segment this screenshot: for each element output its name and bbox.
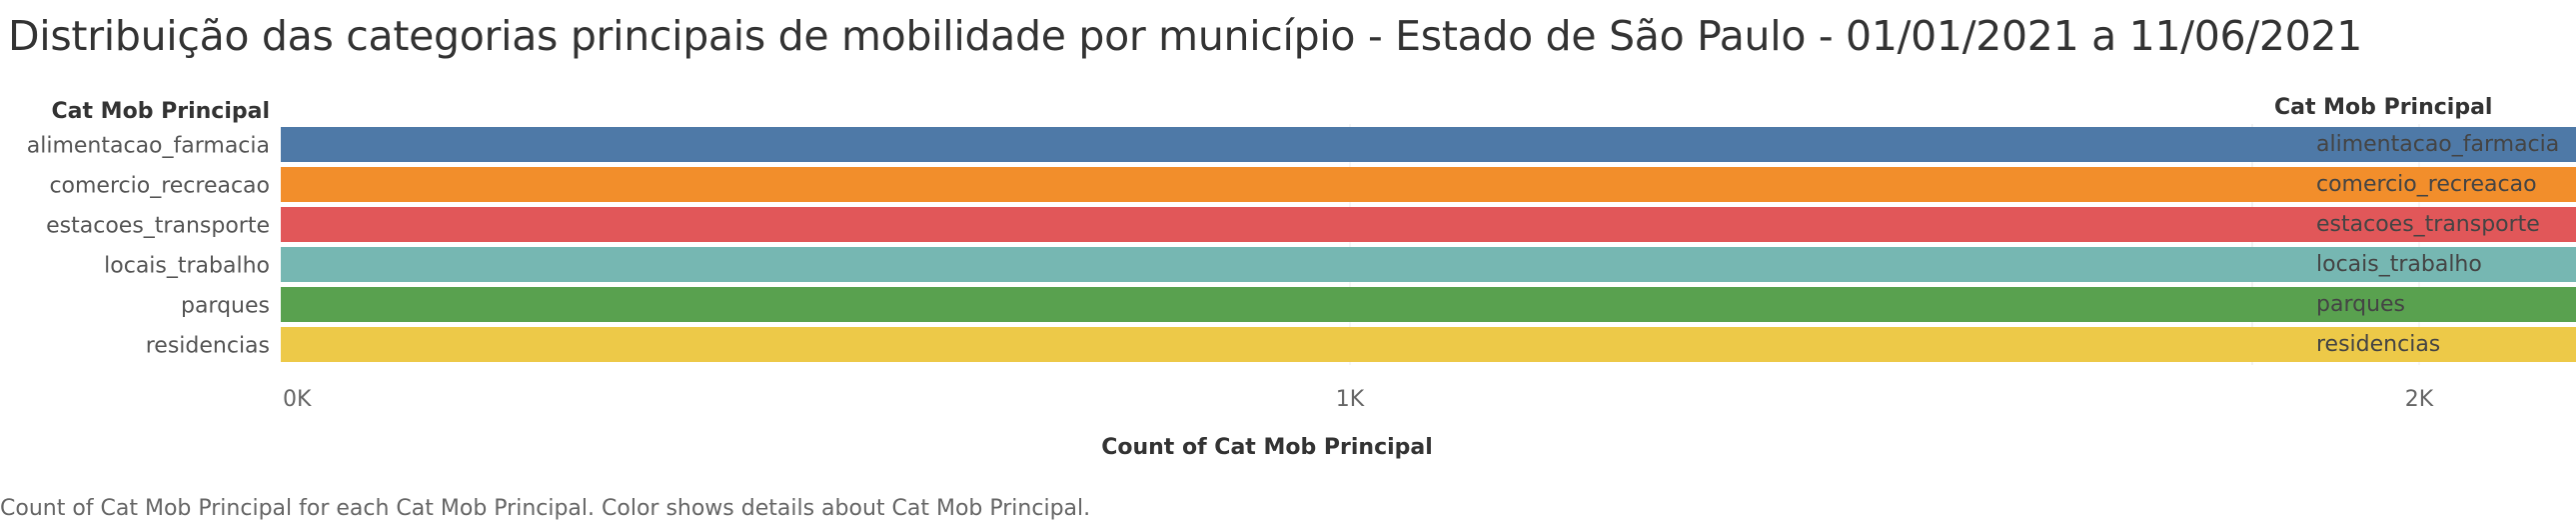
legend-label[interactable]: estacoes_transporte <box>2316 212 2540 237</box>
legend-swatch[interactable] <box>2278 250 2305 277</box>
bars <box>281 127 2576 362</box>
category-label: comercio_recreacao <box>49 174 270 199</box>
legend-label[interactable]: residencias <box>2316 332 2440 357</box>
category-label: alimentacao_farmacia <box>27 134 270 159</box>
category-label: residencias <box>146 334 270 359</box>
category-label: parques <box>181 294 270 319</box>
gridlines <box>1349 124 2420 365</box>
legend-label[interactable]: parques <box>2316 292 2405 317</box>
legend-label[interactable]: alimentacao_farmacia <box>2316 132 2559 157</box>
legend-title: Cat Mob Principal <box>2274 95 2492 120</box>
bar-estacoes_transporte[interactable] <box>281 207 2576 242</box>
legend-items: alimentacao_farmacia comercio_recreacaoes… <box>2278 130 2559 357</box>
x-axis-label: Count of Cat Mob Principal <box>1101 435 1433 460</box>
x-tick-labels: 0K1K2K3K4K5K6K7K8K9K10K11K12K13K14K15K16… <box>283 387 2434 412</box>
legend-swatch[interactable] <box>2278 290 2305 317</box>
legend-swatch[interactable] <box>2278 130 2305 157</box>
bar-chart: alimentacao_farmacia comercio_recreacaoes… <box>27 95 2576 460</box>
bar-locais_trabalho[interactable] <box>281 247 2576 282</box>
x-tick-label: 0K <box>283 387 312 412</box>
legend-swatch[interactable] <box>2278 170 2305 197</box>
chart-title: Distribuição das categorias principais d… <box>8 12 2362 60</box>
bar-comercio_recreacao[interactable] <box>281 167 2576 202</box>
x-tick-label: 1K <box>1336 387 1365 412</box>
legend-swatch[interactable] <box>2278 210 2305 237</box>
legend-label[interactable]: comercio_recreacao <box>2316 172 2537 197</box>
legend-swatch[interactable] <box>2278 330 2305 357</box>
bar-residencias[interactable] <box>281 327 2576 362</box>
category-labels: alimentacao_farmacia comercio_recreacaoes… <box>27 134 270 359</box>
x-tick-label: 2K <box>2405 387 2434 412</box>
legend-label[interactable]: locais_trabalho <box>2316 252 2482 277</box>
chart-caption: Count of Cat Mob Principal for each Cat … <box>0 496 1091 521</box>
category-label: estacoes_transporte <box>46 214 270 239</box>
category-label: locais_trabalho <box>104 254 270 279</box>
bar-parques[interactable] <box>281 287 2576 322</box>
bar-alimentacao_farmacia[interactable] <box>281 127 2576 162</box>
legend: Cat Mob Principal alimentacao_farmaciaco… <box>2274 95 2559 357</box>
row-header: Cat Mob Principal <box>52 99 270 124</box>
